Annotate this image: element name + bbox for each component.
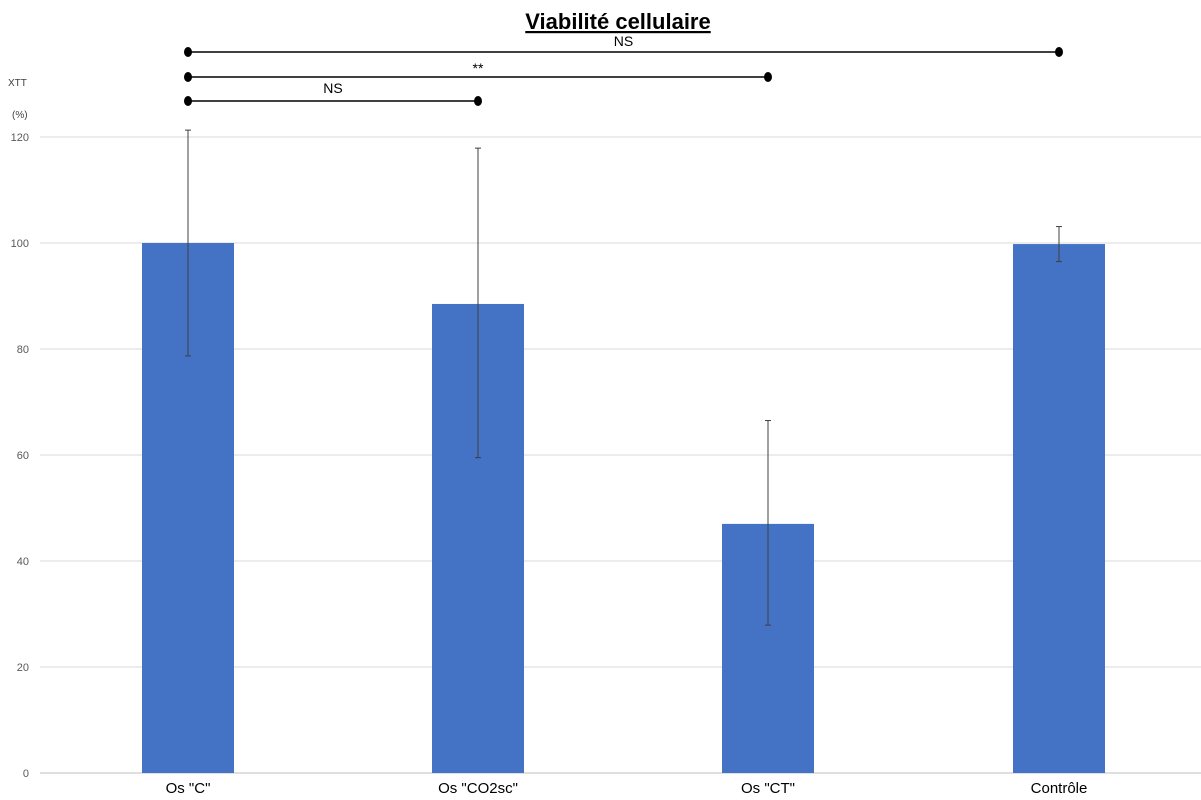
y-tick-label: 40 (17, 556, 29, 568)
y-tick-label: 100 (11, 238, 29, 250)
significance-bracket (184, 47, 1063, 57)
significance-bracket (184, 96, 482, 106)
y-tick-label: 80 (17, 344, 29, 356)
chart-title: Viabilité cellulaire (525, 9, 710, 34)
error-bars (185, 129, 1062, 626)
x-tick-label: Os "CT" (741, 780, 795, 797)
error-bar (475, 147, 481, 459)
y-tick-label: 20 (17, 662, 29, 674)
error-bar (1056, 226, 1062, 263)
significance-bracket (184, 72, 772, 82)
x-tick-label: Os "C" (166, 780, 211, 797)
significance-brackets: NS ** NS (184, 33, 1063, 106)
x-tick-label: Os "CO2sc" (438, 780, 518, 797)
y-tick-label: 120 (11, 132, 29, 144)
bar (1013, 244, 1105, 773)
y-tick-labels: 0 20 40 60 80 100 120 (11, 132, 29, 780)
bars (142, 243, 1105, 773)
significance-label: NS (614, 33, 633, 49)
significance-label: NS (323, 80, 342, 96)
y-axis-label: XTT (8, 78, 27, 89)
x-tick-label: Contrôle (1031, 780, 1088, 797)
x-tick-labels: Os "C" Os "CO2sc" Os "CT" Contrôle (166, 780, 1088, 797)
y-tick-label: 0 (23, 768, 29, 780)
significance-label: ** (473, 60, 484, 76)
y-axis-unit-label: (%) (12, 110, 28, 121)
y-tick-label: 60 (17, 450, 29, 462)
error-bar (765, 420, 771, 626)
error-bar (185, 129, 191, 357)
